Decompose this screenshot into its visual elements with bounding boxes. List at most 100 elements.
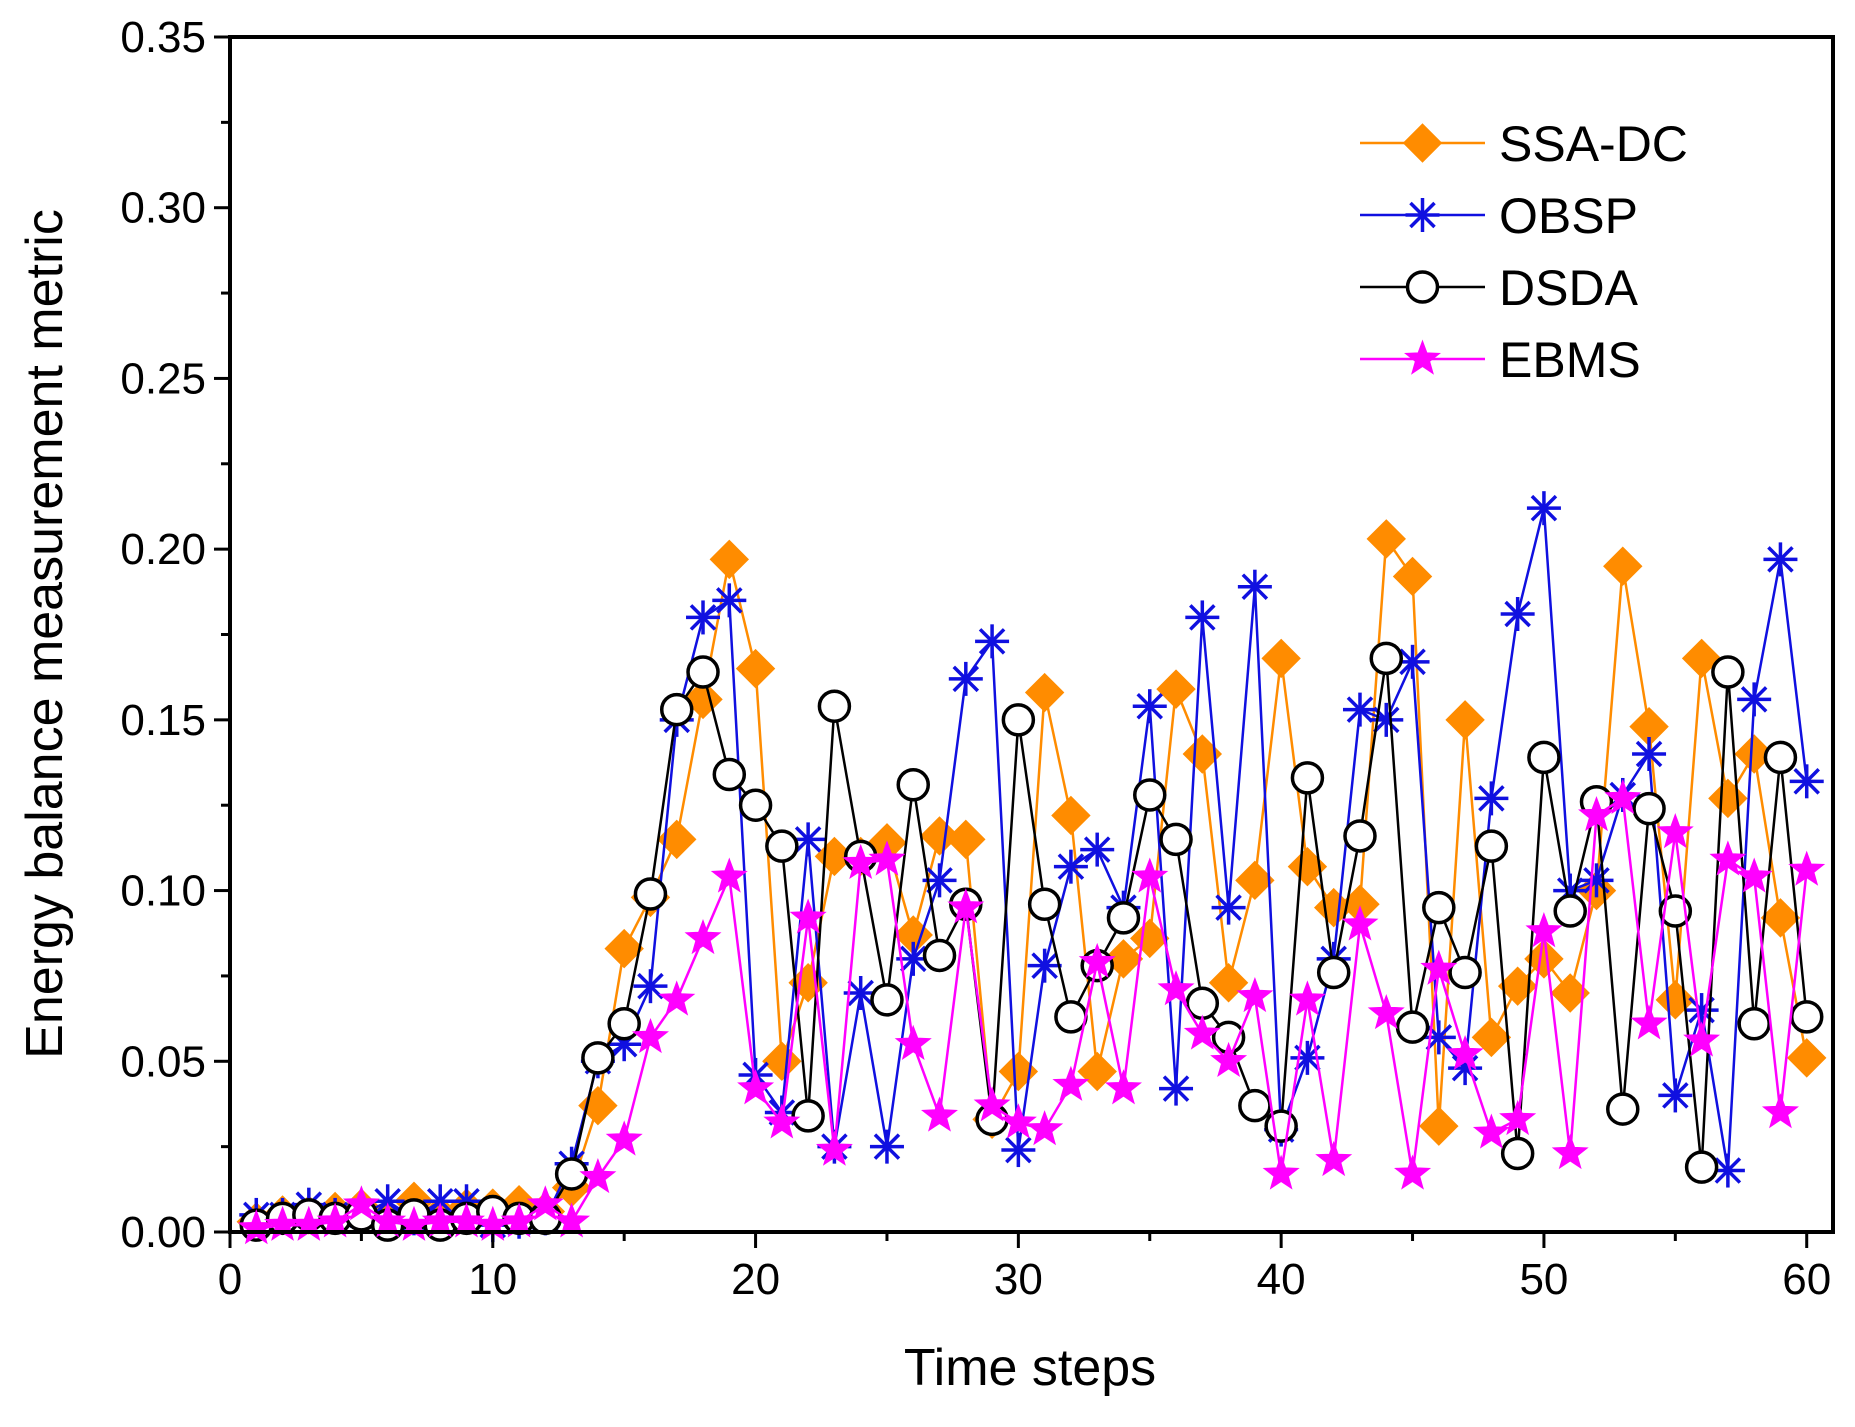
data-point-ebms xyxy=(737,1069,775,1105)
data-point-ssa-dc xyxy=(1051,795,1091,836)
data-point-ebms xyxy=(579,1157,617,1194)
data-point-dsda xyxy=(633,877,668,911)
x-tick-label: 60 xyxy=(1782,1255,1831,1304)
data-point-ebms xyxy=(1262,1154,1300,1190)
data-point-obsp xyxy=(1500,597,1535,632)
data-point-ebms xyxy=(1446,1035,1484,1071)
data-point-dsda xyxy=(1500,1136,1535,1171)
data-point-ebms xyxy=(815,1130,853,1166)
data-point-dsda xyxy=(607,1006,641,1041)
data-point-ssa-dc xyxy=(735,648,776,689)
data-point-ssa-dc xyxy=(1077,1051,1117,1092)
x-axis-ticks: 0 10 20 30 40 50 60 xyxy=(218,1232,1831,1304)
data-point-obsp xyxy=(1185,600,1220,635)
y-tick-label: 0.00 xyxy=(120,1208,206,1257)
data-point-ebms xyxy=(684,918,722,955)
data-point-dsda xyxy=(1369,641,1404,676)
data-point-obsp xyxy=(1132,689,1167,724)
data-point-obsp xyxy=(948,661,983,696)
data-point-dsda xyxy=(1001,703,1036,737)
data-point-ebms xyxy=(1525,912,1563,948)
data-point-dsda xyxy=(1290,761,1325,795)
data-point-dsda xyxy=(896,767,930,802)
data-point-dsda xyxy=(791,1099,825,1133)
data-point-obsp xyxy=(1737,682,1772,717)
data-point-ssa-dc xyxy=(1261,638,1301,679)
data-point-ebms xyxy=(1210,1041,1248,1077)
data-point-ssa-dc xyxy=(1760,898,1801,938)
y-axis-label: Energy balance measurement metric xyxy=(16,209,74,1059)
data-point-ebms xyxy=(1499,1099,1537,1136)
data-point-ssa-dc xyxy=(946,819,986,860)
data-point-ebms xyxy=(316,1202,354,1238)
data-point-dsda xyxy=(1684,1150,1719,1184)
data-point-dsda xyxy=(738,788,773,822)
plot-series xyxy=(236,491,1827,1245)
data-point-obsp xyxy=(1395,644,1430,679)
data-point-ebms xyxy=(1472,1113,1510,1149)
data-point-obsp xyxy=(1763,542,1798,577)
legend-marker-obsp xyxy=(1405,198,1440,232)
data-point-dsda xyxy=(1395,1010,1430,1044)
data-point-dsda xyxy=(1159,822,1193,857)
data-point-obsp xyxy=(633,969,668,1004)
data-point-ssa-dc xyxy=(1787,1038,1827,1078)
data-point-ebms xyxy=(763,1103,801,1139)
data-point-ebms xyxy=(1394,1154,1432,1190)
data-point-dsda xyxy=(581,1041,615,1075)
data-point-dsda xyxy=(1763,740,1798,775)
x-tick-label: 30 xyxy=(994,1255,1043,1304)
data-point-dsda xyxy=(1527,740,1561,775)
data-point-obsp xyxy=(975,624,1010,659)
data-point-obsp xyxy=(1658,1078,1693,1113)
data-point-obsp xyxy=(1579,863,1614,898)
data-point-ebms xyxy=(1761,1093,1799,1129)
data-point-ebms xyxy=(868,840,906,876)
data-point-dsda xyxy=(712,757,747,792)
data-point-ebms xyxy=(973,1086,1011,1122)
data-point-obsp xyxy=(869,1129,904,1164)
data-point-ebms xyxy=(1288,980,1326,1016)
x-tick-label: 10 xyxy=(468,1255,517,1304)
data-point-ebms xyxy=(947,888,985,924)
legend-item-ebms: EBMS xyxy=(1360,332,1641,388)
data-point-dsda xyxy=(1106,901,1141,935)
data-point-ssa-dc xyxy=(1366,519,1406,559)
data-point-dsda xyxy=(1658,894,1693,928)
legend-item-dsda: DSDA xyxy=(1360,260,1639,316)
data-point-dsda xyxy=(870,983,904,1017)
data-point-ebms xyxy=(1604,778,1642,815)
data-point-dsda xyxy=(1343,819,1377,853)
data-point-dsda xyxy=(1238,1088,1272,1123)
data-point-ssa-dc xyxy=(709,539,750,580)
data-point-dsda xyxy=(1474,829,1509,863)
y-tick-label: 0.10 xyxy=(120,867,206,916)
data-point-ebms xyxy=(789,898,827,934)
data-point-ebms xyxy=(526,1185,564,1221)
data-point-ebms xyxy=(1131,857,1169,893)
data-point-ssa-dc xyxy=(1419,1106,1459,1146)
data-point-obsp xyxy=(712,583,747,618)
y-tick-label: 0.25 xyxy=(120,354,206,403)
data-point-ebms xyxy=(1183,1014,1221,1050)
data-point-ebms xyxy=(1367,994,1405,1030)
data-point-ebms xyxy=(1420,949,1458,985)
data-point-ebms xyxy=(342,1185,380,1221)
data-point-ebms xyxy=(1683,1021,1721,1057)
y-tick-label: 0.20 xyxy=(120,525,206,574)
data-point-ebms xyxy=(894,1024,932,1060)
x-axis-label: Time steps xyxy=(904,1339,1156,1397)
data-point-ebms xyxy=(999,1103,1037,1139)
data-point-dsda xyxy=(686,655,720,689)
data-point-dsda xyxy=(1027,887,1062,921)
data-point-ssa-dc xyxy=(1103,939,1144,979)
data-point-ebms xyxy=(1788,850,1826,886)
data-point-ebms xyxy=(1709,840,1747,876)
legend-item-obsp: OBSP xyxy=(1360,188,1638,244)
data-point-ebms xyxy=(1315,1140,1353,1177)
data-point-dsda xyxy=(554,1157,589,1191)
data-point-dsda xyxy=(659,692,694,727)
data-point-ssa-dc xyxy=(604,928,644,969)
data-point-dsda xyxy=(1737,1006,1771,1041)
data-point-ssa-dc xyxy=(1471,1017,1512,1058)
